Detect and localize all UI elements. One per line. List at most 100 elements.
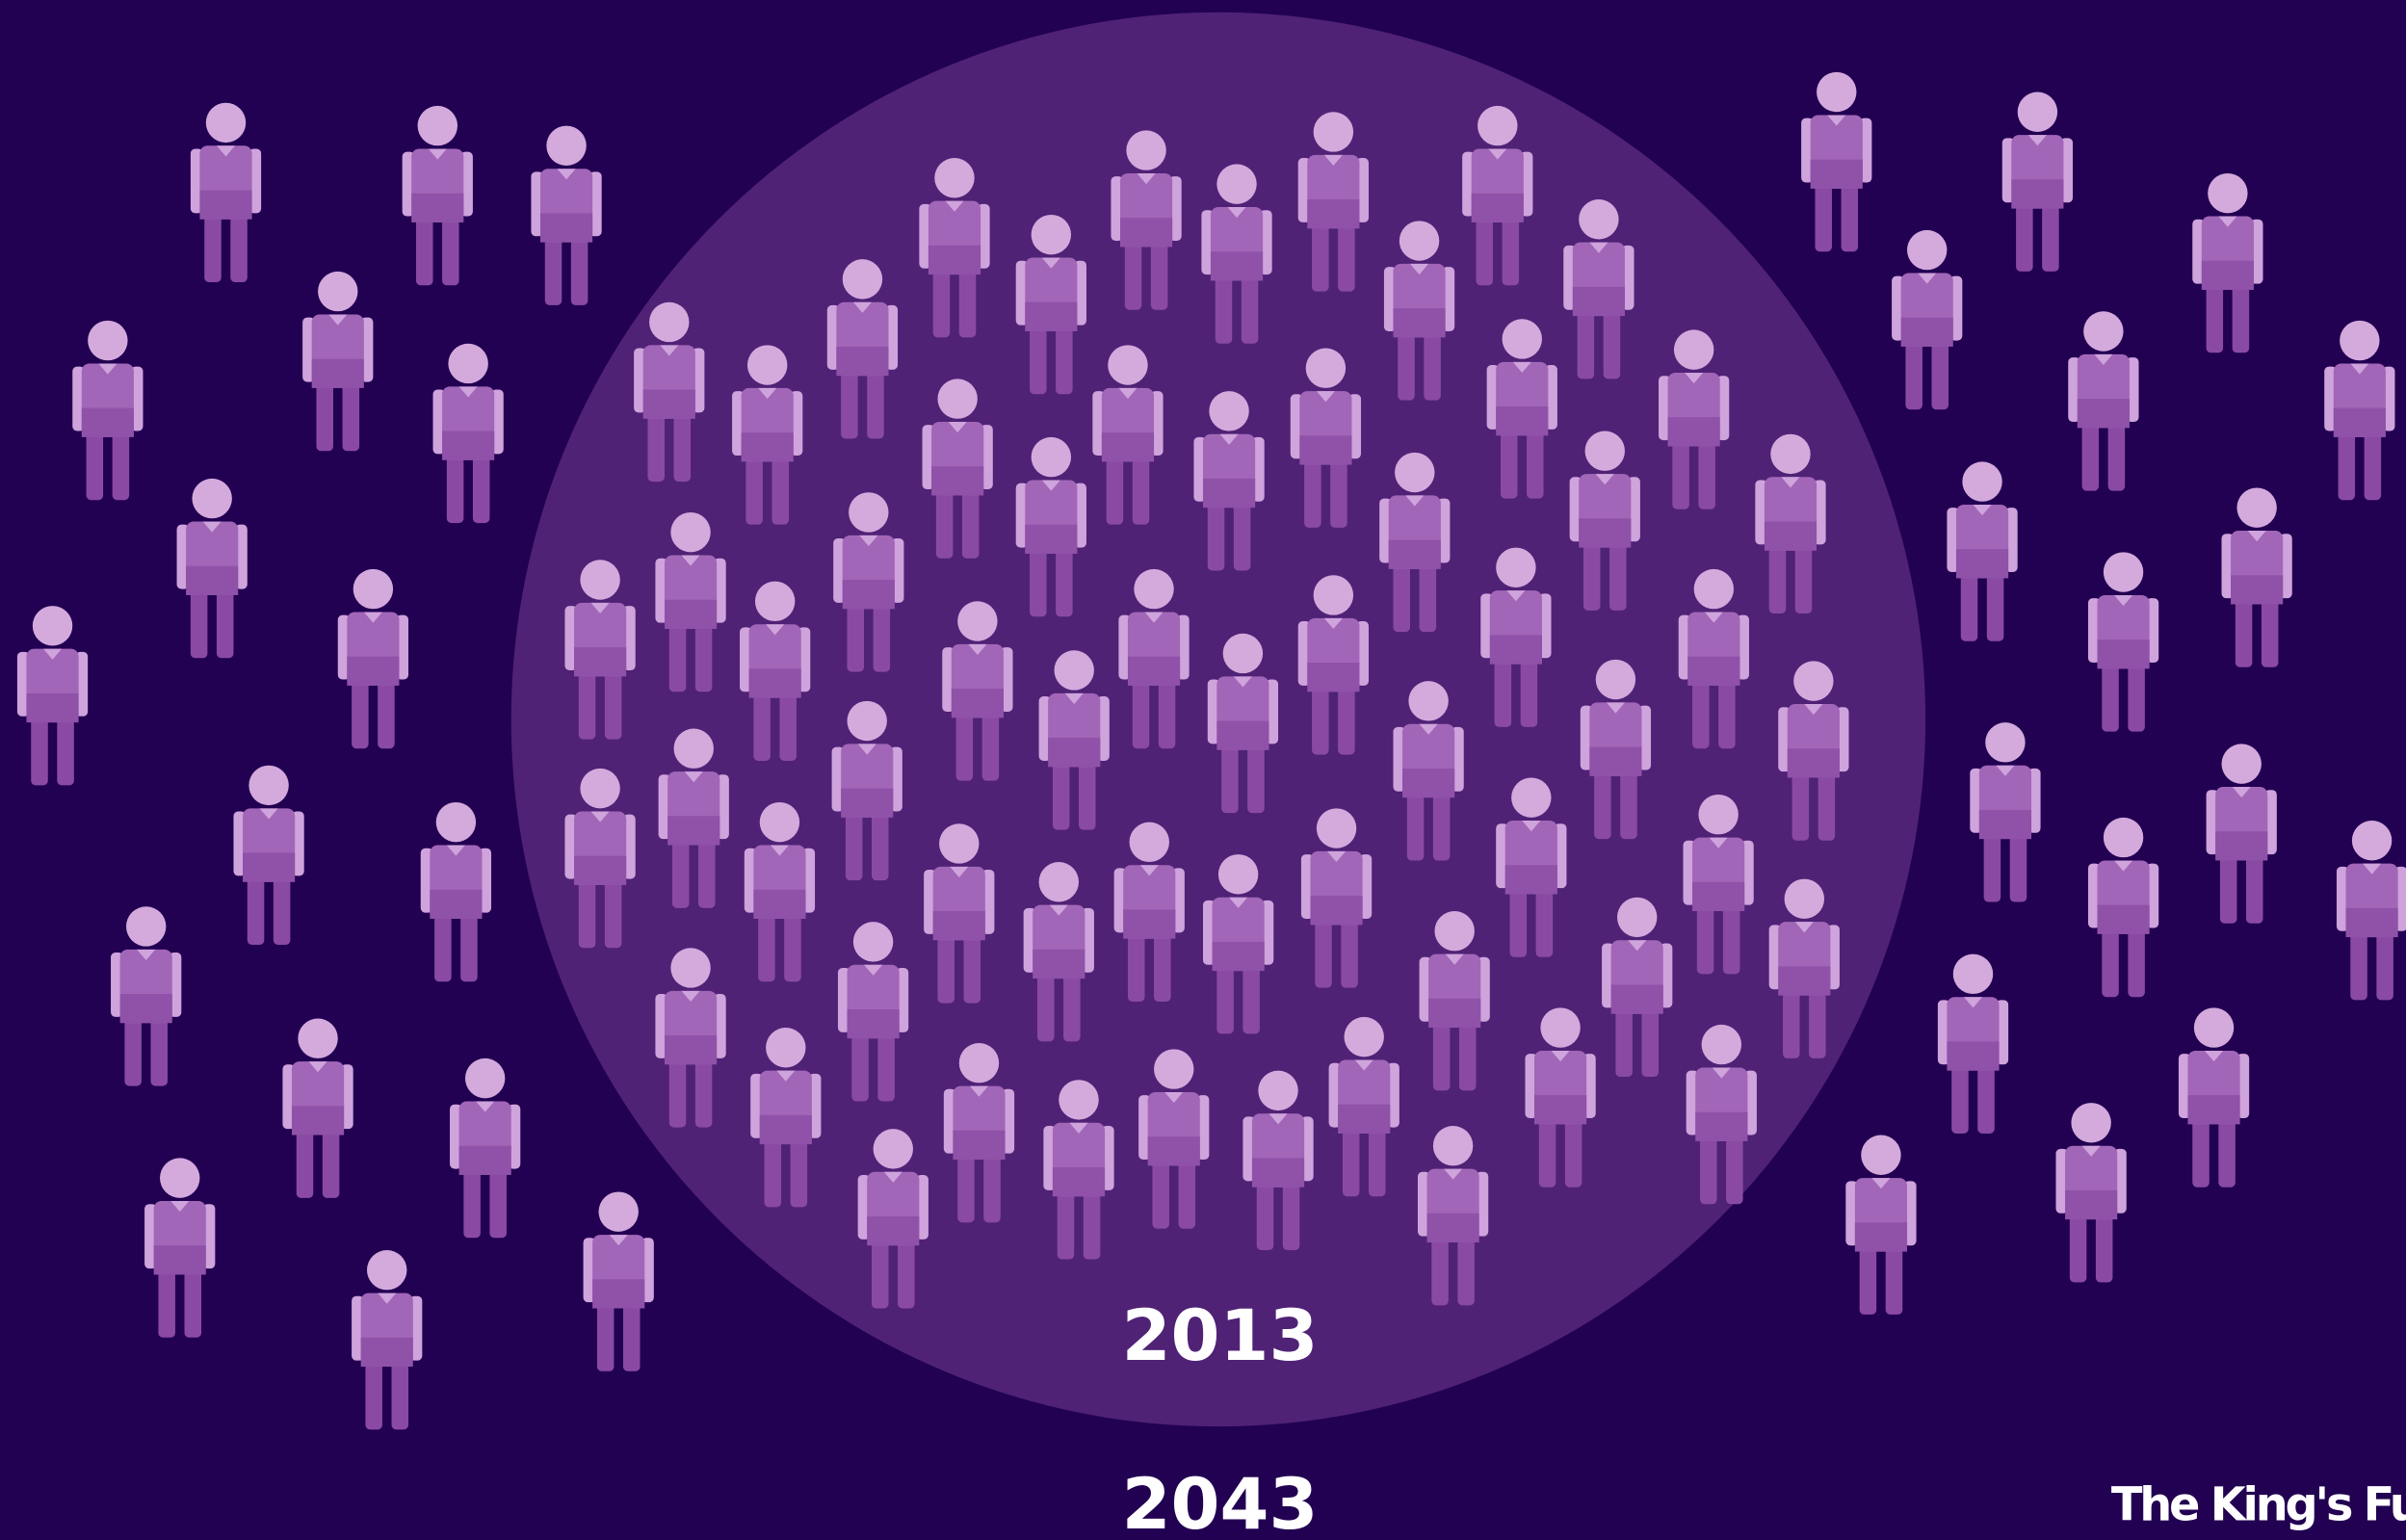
head [1216, 164, 1257, 204]
leg [1132, 454, 1150, 525]
arm [2027, 768, 2041, 833]
torso-lower [1393, 308, 1446, 338]
leg [764, 1136, 782, 1208]
torso-lower [2065, 1189, 2118, 1220]
head [1861, 1135, 1901, 1175]
collar [950, 866, 969, 877]
torso-lower [847, 1008, 900, 1039]
torso-lower [931, 466, 984, 496]
collar [1996, 765, 2015, 776]
leg [204, 211, 222, 283]
leg [352, 677, 369, 749]
torso-lower [2187, 1095, 2240, 1125]
collar [1973, 504, 1992, 516]
person-icon [531, 125, 602, 305]
collar [1354, 1059, 1373, 1071]
head [2236, 487, 2277, 528]
head [1770, 433, 1811, 475]
leg [460, 911, 478, 982]
arm [531, 171, 544, 237]
arm [802, 848, 816, 913]
head [580, 560, 620, 600]
leg [1158, 677, 1176, 749]
arm [1827, 925, 1840, 990]
head [842, 259, 883, 300]
arm [1348, 394, 1362, 459]
arm [1297, 158, 1311, 222]
leg [673, 410, 692, 483]
head [1793, 661, 1834, 701]
person-icon [2055, 1103, 2127, 1283]
arm [1845, 1181, 1859, 1246]
head [1134, 568, 1174, 610]
inner-year: 2013 [1122, 1295, 1319, 1377]
torso-lower [1610, 984, 1663, 1014]
leg [273, 874, 291, 946]
leg [1502, 214, 1520, 286]
person-icon [1947, 461, 2018, 641]
collar [1589, 242, 1608, 253]
person-icon [744, 801, 816, 982]
head [1985, 722, 2026, 763]
head [937, 378, 978, 419]
person-icon [233, 765, 304, 946]
leg [1432, 790, 1451, 861]
leg [1030, 545, 1047, 617]
leg [1207, 500, 1225, 571]
leg [1424, 329, 1441, 401]
arm [1741, 840, 1754, 905]
torso-lower [347, 656, 400, 686]
person-icon [1328, 1016, 1399, 1197]
leg [2192, 1116, 2210, 1188]
collar [1064, 692, 1084, 705]
collar [1323, 154, 1343, 167]
head [1784, 878, 1825, 919]
torso-lower [442, 431, 495, 460]
torso-lower [1052, 1166, 1106, 1197]
leg [604, 668, 622, 740]
collar [42, 648, 63, 660]
head [1217, 854, 1259, 895]
torso-lower [1978, 809, 2032, 840]
leg [1056, 324, 1073, 395]
arm [352, 1295, 364, 1361]
collar [1595, 474, 1614, 485]
collar [1918, 273, 1937, 284]
collar [1219, 433, 1239, 445]
arm [1379, 498, 1392, 563]
leg [1718, 677, 1736, 749]
leg [1150, 239, 1168, 310]
person-icon [1937, 953, 2009, 1134]
leg [184, 1266, 202, 1338]
torso-lower [291, 1106, 345, 1135]
person-icon [16, 606, 89, 786]
torso-lower [2097, 904, 2150, 934]
leg [961, 487, 980, 559]
leg [1603, 308, 1621, 379]
leg [1726, 1133, 1743, 1205]
leg [1615, 1005, 1633, 1078]
arm [1101, 1125, 1114, 1190]
leg [1859, 1243, 1877, 1315]
head [1258, 1070, 1298, 1111]
leg [1063, 971, 1081, 1042]
arm [1297, 621, 1311, 686]
arm [981, 425, 993, 490]
person-icon [2178, 1007, 2250, 1188]
collar [681, 555, 700, 566]
head [649, 301, 690, 343]
leg [790, 1136, 808, 1208]
torso-lower [1496, 406, 1549, 436]
head [958, 1042, 1000, 1083]
torso-lower [458, 1145, 511, 1175]
torso-lower [1127, 656, 1181, 686]
head [873, 1129, 913, 1169]
leg [622, 1300, 641, 1371]
leg [604, 876, 622, 949]
person-icon [1290, 348, 1362, 528]
leg [1036, 971, 1055, 1042]
leg [1620, 768, 1637, 840]
head [160, 1158, 200, 1198]
torso-lower [953, 1130, 1006, 1161]
leg [1672, 438, 1689, 509]
